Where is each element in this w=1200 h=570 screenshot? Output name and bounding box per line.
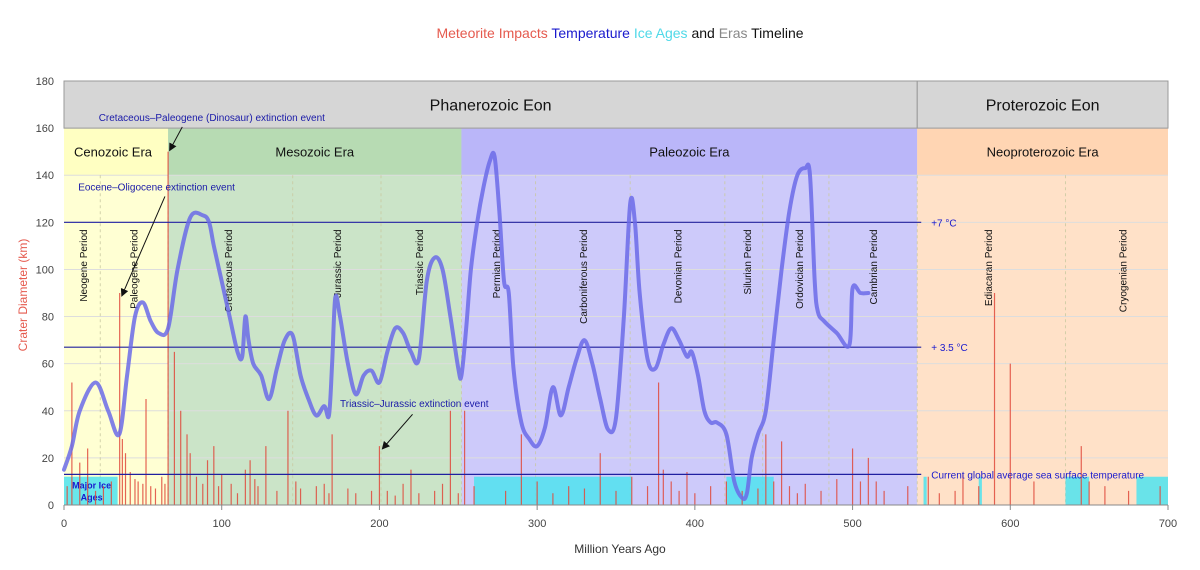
era-header-band xyxy=(461,128,918,176)
period-label: Triassic Period xyxy=(415,229,426,295)
eon-label: Phanerozoic Eon xyxy=(430,98,552,115)
chart-title: Meteorite Impacts Temperature Ice Ages a… xyxy=(436,25,803,41)
title-part: Ice Ages xyxy=(630,25,688,41)
era-header-band xyxy=(917,128,1168,176)
y-tick-label: 120 xyxy=(36,217,54,229)
temperature-level-label: Current global average sea surface tempe… xyxy=(931,470,1144,481)
y-tick-label: 100 xyxy=(36,264,54,276)
ice-age-label-line: Major Ice xyxy=(72,481,111,491)
era-label: Paleozoic Era xyxy=(649,145,730,160)
period-label: Jurassic Period xyxy=(333,229,344,297)
period-label: Carboniferous Period xyxy=(579,229,590,324)
annotation-label: Triassic–Jurassic extinction event xyxy=(340,399,489,410)
period-label: Permian Period xyxy=(492,229,503,298)
x-tick-label: 100 xyxy=(213,518,231,530)
temperature-level-label: + 3.5 °C xyxy=(931,343,968,354)
era-labels: Cenozoic Era Mesozoic Era Paleozoic Era Neo… xyxy=(74,145,1099,160)
period-label: Ediacaran Period xyxy=(984,229,995,306)
temperature-curve-group xyxy=(62,150,871,502)
period-label: Devonian Period xyxy=(674,229,685,303)
annotation-label: Cretaceous–Paleogene (Dinosaur) extincti… xyxy=(99,113,325,124)
annotation-arrow xyxy=(169,126,183,152)
title-part: Meteorite Impacts xyxy=(436,25,547,41)
y-axis-title: Crater Diameter (km) xyxy=(16,239,30,352)
y-tick-label: 80 xyxy=(42,312,54,324)
period-label: Cretaceous Period xyxy=(224,229,235,312)
x-tick-label: 400 xyxy=(686,518,704,530)
ice-age-label-line: Ages xyxy=(81,493,103,503)
temperature-curve xyxy=(62,150,871,502)
eon-headers: Phanerozoic Eon Proterozoic Eon xyxy=(63,80,1169,129)
period-label: Silurian Period xyxy=(743,229,754,294)
era-label: Mesozoic Era xyxy=(275,145,355,160)
axes: 0 100 200 300 400 500 600 700 0 20 40 60 80 100 120 140… xyxy=(36,76,1178,530)
ice-age-bar xyxy=(1136,476,1168,505)
annotations: Cretaceous–Paleogene (Dinosaur) extincti… xyxy=(78,113,489,450)
x-tick-label: 200 xyxy=(370,518,388,530)
eon-label: Proterozoic Eon xyxy=(986,98,1100,115)
title-part: and xyxy=(688,25,715,41)
x-tick-label: 700 xyxy=(1159,518,1177,530)
y-tick-label: 0 xyxy=(48,500,54,512)
title-part: Eras xyxy=(715,25,748,41)
y-tick-label: 40 xyxy=(42,406,54,418)
y-tick-label: 140 xyxy=(36,170,54,182)
title-part: Temperature xyxy=(548,25,630,41)
period-label: Ordovician Period xyxy=(795,229,806,308)
eon-box xyxy=(916,80,1169,129)
ice-age-bar xyxy=(1065,476,1090,505)
ice-age-label: Major Ice Ages xyxy=(72,481,111,503)
era-label: Neoproterozoic Era xyxy=(987,145,1100,160)
title-part: Timeline xyxy=(748,25,804,41)
temperature-levels: +7 °C + 3.5 °C Current global average sea … xyxy=(64,218,1145,481)
eon-box xyxy=(63,80,918,129)
ice-age-bar xyxy=(923,476,927,505)
era-header-band xyxy=(64,128,169,176)
ice-age-bar xyxy=(64,476,118,505)
x-tick-label: 300 xyxy=(528,518,546,530)
era-header-band xyxy=(168,128,462,176)
y-tick-label: 160 xyxy=(36,123,54,135)
x-tick-label: 600 xyxy=(1001,518,1019,530)
period-labels: Neogene Period Paleogene Period Cretaceous… xyxy=(79,229,1129,324)
temperature-level-label: +7 °C xyxy=(931,218,956,229)
annotation-arrow xyxy=(381,413,413,450)
period-label: Neogene Period xyxy=(79,229,90,301)
x-tick-label: 0 xyxy=(61,518,67,530)
era-label: Cenozoic Era xyxy=(74,145,153,160)
annotation-label: Eocene–Oligocene extinction event xyxy=(78,183,235,194)
y-tick-label: 60 xyxy=(42,359,54,371)
period-label: Cambrian Period xyxy=(869,229,880,304)
y-tick-label: 180 xyxy=(36,76,54,88)
y-tick-label: 20 xyxy=(42,453,54,465)
impact-bars xyxy=(66,151,1161,505)
period-label: Paleogene Period xyxy=(129,229,140,309)
ice-age-bar xyxy=(978,476,982,505)
x-tick-label: 500 xyxy=(843,518,861,530)
x-axis-title: Million Years Ago xyxy=(574,542,666,556)
annotation-arrow xyxy=(120,196,166,297)
period-label: Cryogenian Period xyxy=(1118,229,1129,312)
